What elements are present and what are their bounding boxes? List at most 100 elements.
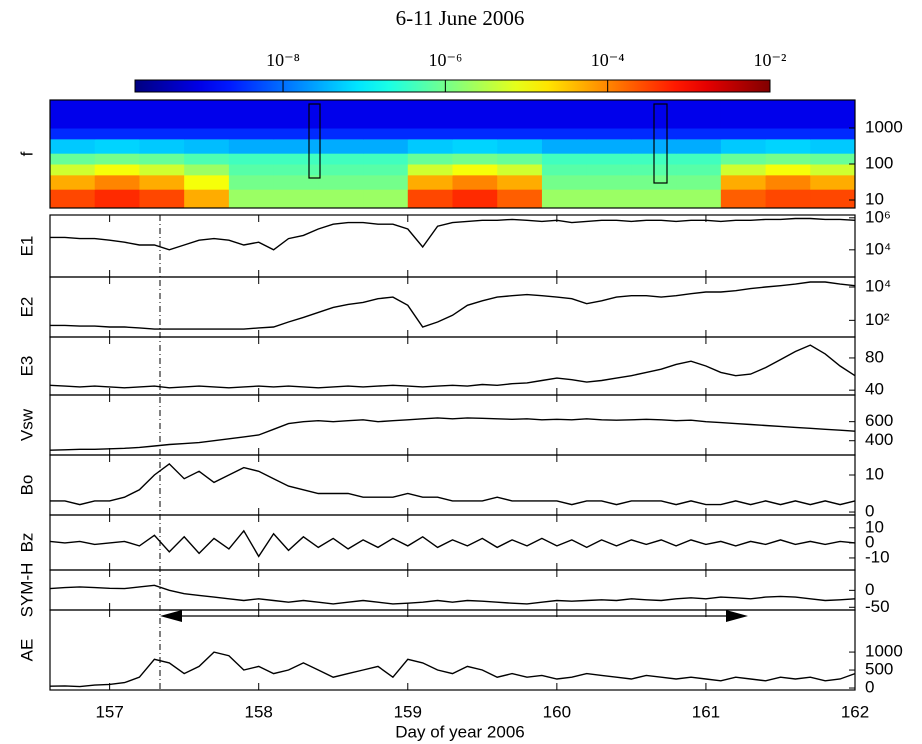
x-tick-label: 162 — [841, 702, 869, 721]
y-tick-label: 400 — [865, 430, 893, 449]
y-axis-label: AE — [17, 639, 36, 662]
y-tick-label: 10⁴ — [865, 239, 891, 258]
spectrogram-cell — [452, 189, 498, 209]
spectrogram-cell — [497, 174, 543, 190]
spectrogram-cell — [497, 128, 543, 140]
spectrogram-cell — [676, 138, 722, 154]
spectrogram-cell — [139, 100, 185, 129]
y-tick-label: 600 — [865, 411, 893, 430]
panel-frame — [49, 394, 856, 456]
data-line — [49, 529, 856, 558]
spectrogram-cell — [273, 138, 319, 154]
spectrogram-cell — [541, 138, 588, 154]
y-tick-label: 10 — [865, 517, 884, 536]
spectrogram-cell — [810, 100, 856, 129]
spectrogram-cell — [139, 189, 185, 209]
spectrogram-cell — [94, 189, 140, 209]
spectrogram-cell — [586, 138, 632, 154]
colorbar — [134, 79, 771, 93]
spectrogram-cell — [810, 164, 856, 176]
data-line — [49, 344, 856, 389]
spectrogram-cell — [586, 174, 632, 190]
y-tick-label: 10 — [865, 464, 884, 483]
colorbar-tick-label: 10⁻⁸ — [266, 50, 300, 70]
spectrogram-cell — [720, 128, 767, 140]
spectrogram-cell — [50, 128, 96, 140]
spectrogram-cell — [631, 189, 677, 209]
spectrogram-cell — [139, 138, 185, 154]
spectrogram-cell — [318, 138, 364, 154]
spectrogram-cell — [228, 164, 275, 176]
spectrogram-cell — [407, 100, 453, 129]
spectrogram-cell — [228, 128, 275, 140]
y-axis-label: E1 — [17, 236, 36, 257]
spectrogram-cell — [407, 189, 453, 209]
spectrogram-cell — [720, 153, 767, 165]
spectrogram-cell — [586, 100, 632, 129]
spectrogram-cell — [50, 100, 96, 129]
spectrogram-cell — [720, 138, 767, 154]
spectrogram-cell — [363, 128, 409, 140]
colorbar-tick-label: 10⁻⁴ — [591, 50, 625, 70]
y-axis-label: Vsw — [17, 408, 36, 441]
spectrogram-cell — [94, 174, 140, 190]
y-tick-label: 0 — [865, 502, 874, 521]
spectrogram-cell — [452, 100, 498, 129]
spectrogram-cell — [452, 174, 498, 190]
spectrogram-cell — [586, 128, 632, 140]
y-axis-label: E3 — [17, 356, 36, 377]
spectrogram-cell — [318, 128, 364, 140]
x-tick-label: 157 — [95, 702, 123, 721]
spectrogram-cell — [497, 138, 543, 154]
y-axis-label: E2 — [17, 297, 36, 318]
spectrogram — [50, 100, 856, 209]
spectrogram-cell — [273, 164, 319, 176]
spectrogram-cell — [765, 138, 811, 154]
y-axis-label: Bz — [17, 533, 36, 553]
y-tick-label: 1000 — [865, 642, 903, 661]
spectrogram-cell — [318, 153, 364, 165]
panel-frame — [49, 214, 856, 278]
y-axis-label: Bo — [17, 475, 36, 496]
data-line — [50, 281, 856, 330]
spectrogram-cell — [228, 189, 275, 209]
spectrogram-cell — [720, 164, 767, 176]
x-tick-label: 158 — [245, 702, 273, 721]
spectrogram-cell — [184, 138, 230, 154]
spectrogram-cell — [273, 153, 319, 165]
data-line — [49, 651, 856, 688]
y-tick-label: 10² — [865, 310, 890, 329]
spectrogram-cell — [497, 100, 543, 129]
spectrogram-cell — [541, 100, 588, 129]
spectrogram-cell — [273, 100, 319, 129]
y-tick-label: -50 — [865, 597, 890, 616]
event-box — [653, 103, 668, 184]
spectrogram-cell — [94, 164, 140, 176]
x-axis-label: Day of year 2006 — [395, 722, 524, 741]
spectrogram-cell — [139, 174, 185, 190]
data-line — [49, 417, 856, 451]
spectrogram-cell — [363, 174, 409, 190]
panel-frame — [49, 336, 856, 396]
spectrogram-cell — [94, 128, 140, 140]
chart-title: 6-11 June 2006 — [396, 6, 525, 30]
spectrogram-cell — [139, 164, 185, 176]
spectrogram-cell — [810, 128, 856, 140]
spectrogram-cell — [273, 189, 319, 209]
colorbar-tick-label: 10⁻⁶ — [428, 50, 462, 70]
spectrogram-cell — [318, 174, 364, 190]
y-tick-label: 40 — [865, 380, 884, 399]
y-axis-label: f — [17, 151, 36, 156]
arrow-head — [160, 610, 182, 622]
spectrogram-cell — [586, 153, 632, 165]
spectrogram-cell — [139, 153, 185, 165]
panel-frame — [49, 454, 856, 516]
spectrogram-cell — [407, 138, 453, 154]
y-tick-label: 10 — [865, 189, 884, 208]
spectrogram-cell — [50, 189, 96, 209]
spectrogram-cell — [765, 164, 811, 176]
spectrogram-cell — [676, 189, 722, 209]
spectrogram-cell — [497, 153, 543, 165]
spectrogram-cell — [363, 138, 409, 154]
spectrogram-cell — [497, 189, 543, 209]
